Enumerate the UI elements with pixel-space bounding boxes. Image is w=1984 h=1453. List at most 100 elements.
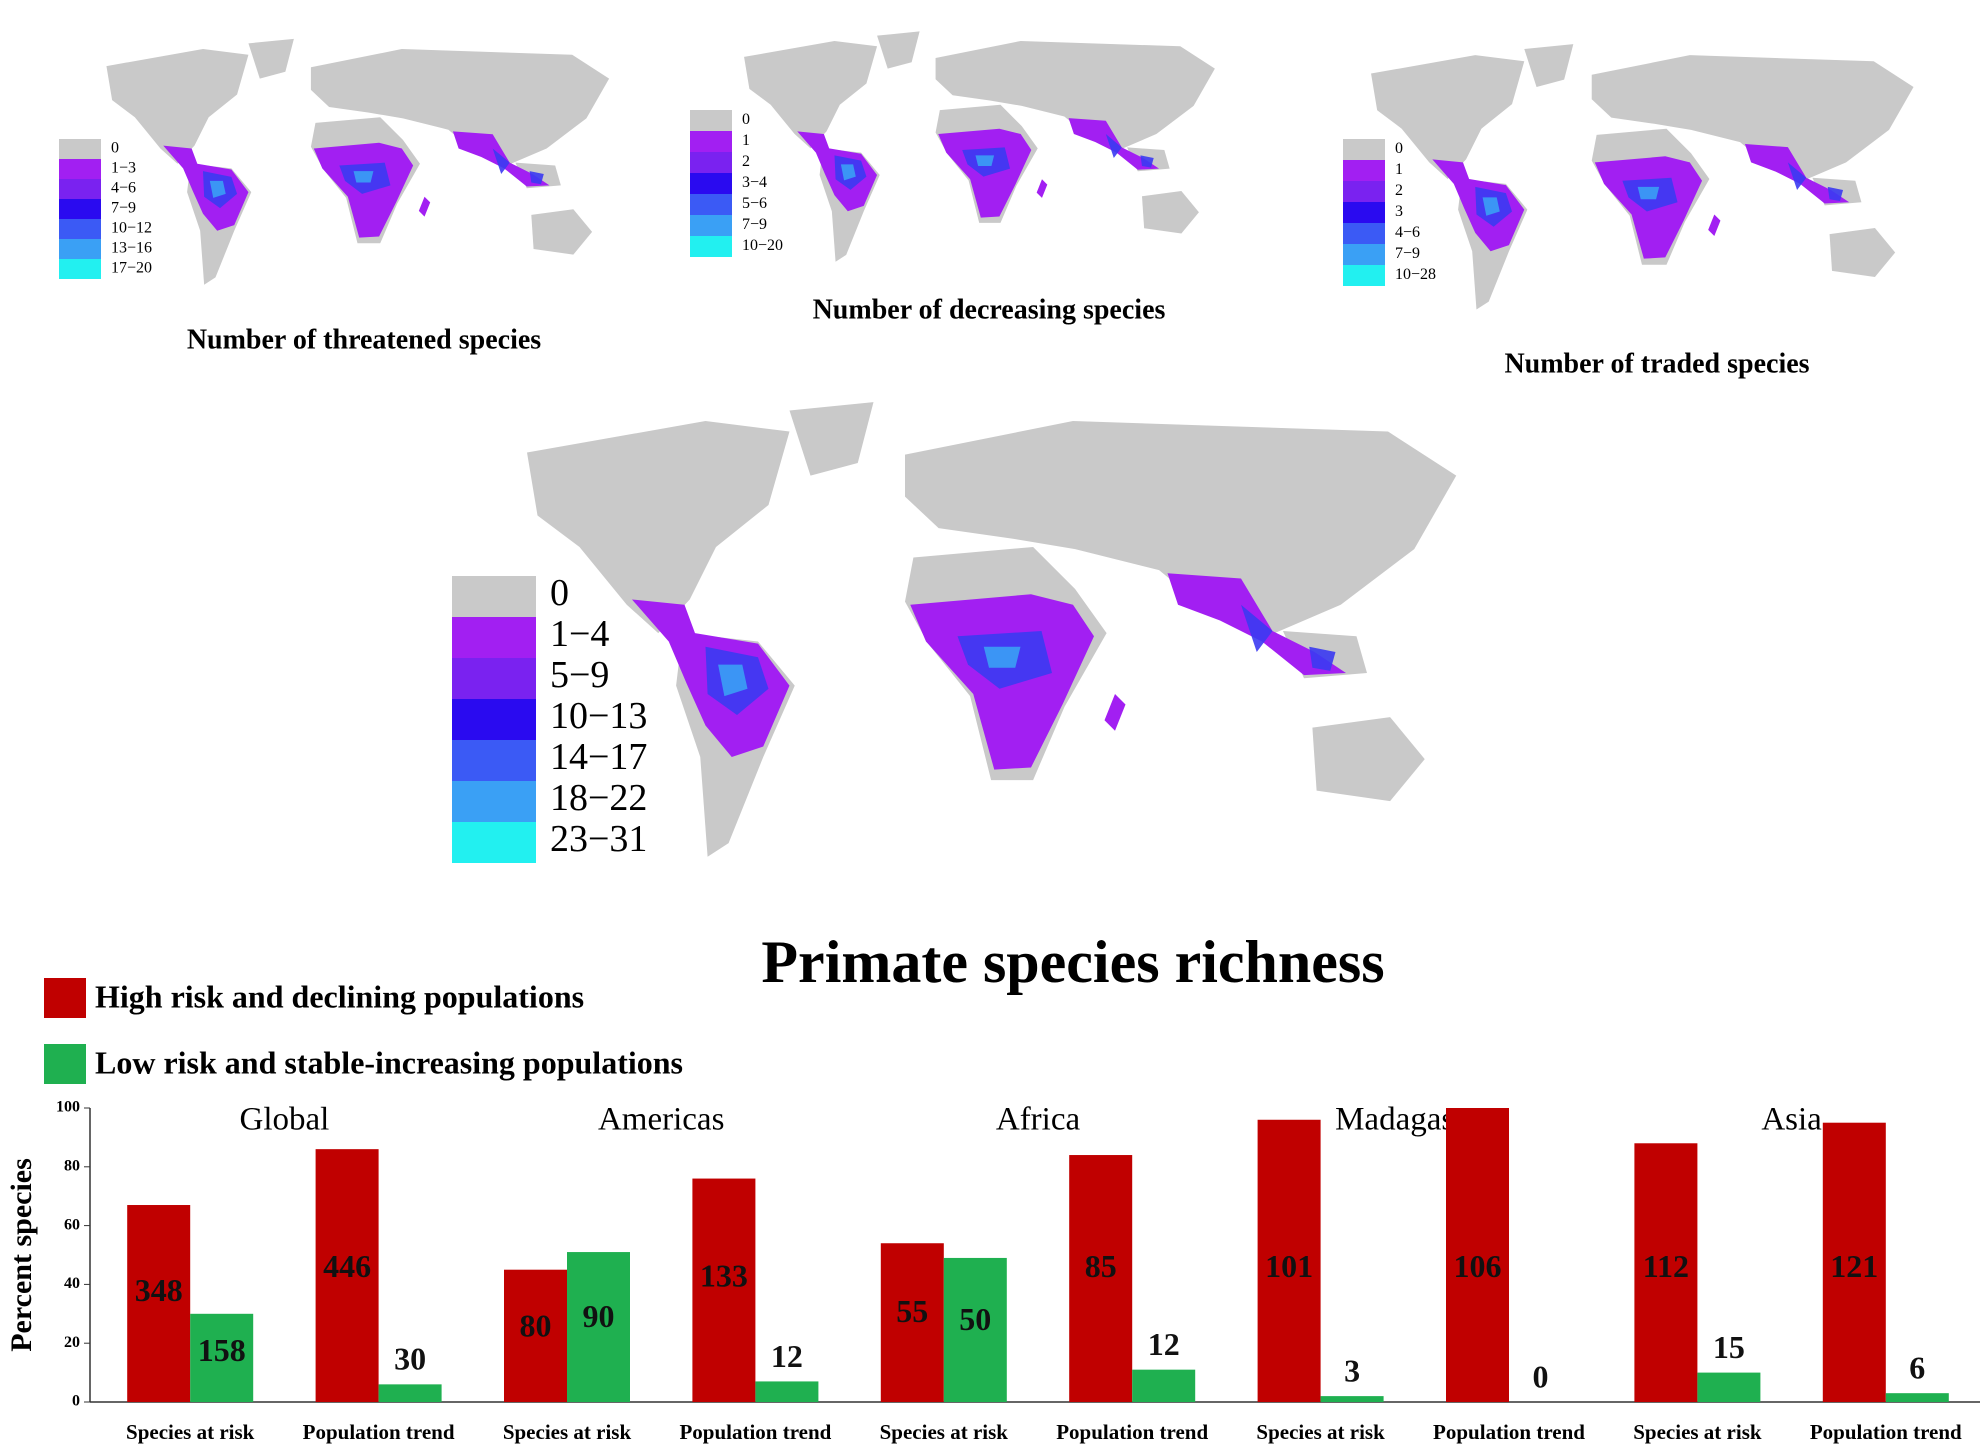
- data-label: 85: [1085, 1248, 1117, 1284]
- legend-label: 10−20: [742, 237, 783, 254]
- legend-swatch: [690, 152, 732, 173]
- data-label: 55: [896, 1293, 928, 1329]
- bar: [1697, 1372, 1761, 1402]
- bar: [315, 1149, 379, 1402]
- legend-swatch: [1343, 202, 1385, 223]
- x-tick-label: Population trend: [303, 1420, 455, 1444]
- x-tick-label: Population trend: [679, 1420, 831, 1444]
- legend-label: 5−6: [742, 195, 767, 212]
- legend-label: 2: [1395, 182, 1403, 199]
- legend-swatch: [1343, 265, 1385, 286]
- legend-label: Low risk and stable-increasing populatio…: [95, 1044, 683, 1080]
- legend-label: 10−12: [111, 220, 152, 237]
- legend-swatch: [1343, 223, 1385, 244]
- data-label: 348: [135, 1272, 183, 1308]
- legend-label: 1−4: [550, 613, 609, 655]
- data-label: 112: [1643, 1248, 1689, 1284]
- data-label: 158: [198, 1332, 246, 1368]
- map-title: Number of threatened species: [187, 324, 541, 355]
- bar: [190, 1313, 254, 1402]
- legend-swatch: [1343, 244, 1385, 265]
- data-label: 3: [1344, 1352, 1360, 1388]
- y-tick-label: 40: [64, 1275, 80, 1292]
- x-tick-label: Species at risk: [1256, 1420, 1385, 1444]
- legend-label: 0: [111, 140, 119, 157]
- data-label: 80: [520, 1308, 552, 1344]
- region-label: Americas: [598, 1102, 724, 1138]
- legend-swatch: [1343, 160, 1385, 181]
- y-axis-label: Percent species: [5, 1158, 38, 1352]
- legend-label: 10−13: [550, 695, 647, 737]
- y-tick-label: 100: [56, 1099, 80, 1116]
- legend-label: 17−20: [111, 260, 152, 277]
- bar: [1634, 1143, 1698, 1402]
- legend-swatch: [690, 194, 732, 215]
- y-tick-label: 20: [64, 1334, 80, 1351]
- data-label: 90: [583, 1298, 615, 1334]
- map-title: Number of traded species: [1504, 348, 1809, 379]
- legend-swatch: [452, 781, 536, 822]
- legend-swatch: [59, 219, 101, 239]
- bar: [1257, 1119, 1321, 1402]
- data-label: 12: [1148, 1326, 1180, 1362]
- legend-label: 3: [1395, 203, 1403, 220]
- legend-swatch: [59, 159, 101, 179]
- legend-swatch: [44, 1044, 86, 1084]
- x-tick-label: Species at risk: [503, 1420, 632, 1444]
- legend-swatch: [452, 822, 536, 863]
- data-label: 6: [1909, 1350, 1925, 1386]
- data-label: 133: [700, 1257, 748, 1293]
- legend-label: 1−3: [111, 160, 136, 177]
- legend-label: 7−9: [111, 200, 136, 217]
- map-richness: [527, 402, 1457, 857]
- legend-label: 2: [742, 153, 750, 170]
- legend-label: 18−22: [550, 777, 647, 819]
- y-tick-label: 60: [64, 1216, 80, 1233]
- bar: [1446, 1108, 1509, 1402]
- legend-swatch: [1343, 139, 1385, 160]
- region-label: Asia: [1761, 1102, 1822, 1138]
- data-label: 106: [1454, 1248, 1502, 1284]
- x-tick-label: Population trend: [1433, 1420, 1585, 1444]
- data-label: 12: [771, 1338, 803, 1374]
- data-label: 0: [1533, 1358, 1549, 1394]
- x-tick-label: Species at risk: [1633, 1420, 1762, 1444]
- bar: [567, 1252, 630, 1402]
- legend-label: High risk and declining populations: [95, 978, 584, 1014]
- legend-label: 14−17: [550, 736, 647, 778]
- legend-swatch: [44, 978, 86, 1018]
- legend-swatch: [452, 658, 536, 699]
- bar: [1069, 1155, 1133, 1402]
- legend-swatch: [59, 259, 101, 279]
- bar: [755, 1381, 819, 1402]
- bar: [127, 1205, 191, 1402]
- legend-swatch: [59, 199, 101, 219]
- data-label: 50: [959, 1301, 991, 1337]
- map-threatened: [106, 38, 610, 285]
- legend-label: 5−9: [550, 654, 609, 696]
- region-label: Global: [239, 1102, 329, 1138]
- data-label: 15: [1713, 1329, 1745, 1365]
- bar: [1132, 1369, 1196, 1402]
- legend-swatch: [452, 699, 536, 740]
- legend-label: 4−6: [1395, 224, 1420, 241]
- region-label: Africa: [996, 1102, 1081, 1138]
- bar: [880, 1243, 944, 1402]
- data-label: 101: [1265, 1248, 1313, 1284]
- x-tick-label: Species at risk: [126, 1420, 255, 1444]
- legend-swatch: [59, 239, 101, 259]
- legend-label: 13−16: [111, 240, 152, 257]
- bar: [504, 1269, 567, 1402]
- legend-label: 3−4: [742, 174, 767, 191]
- bar: [1822, 1122, 1886, 1402]
- legend-label: 10−28: [1395, 266, 1436, 283]
- legend-label: 0: [1395, 140, 1403, 157]
- data-label: 121: [1830, 1248, 1878, 1284]
- x-tick-label: Population trend: [1810, 1420, 1962, 1444]
- legend-swatch: [452, 617, 536, 658]
- legend-label: 4−6: [111, 180, 136, 197]
- legend-label: 23−31: [550, 818, 647, 860]
- legend-swatch: [690, 131, 732, 152]
